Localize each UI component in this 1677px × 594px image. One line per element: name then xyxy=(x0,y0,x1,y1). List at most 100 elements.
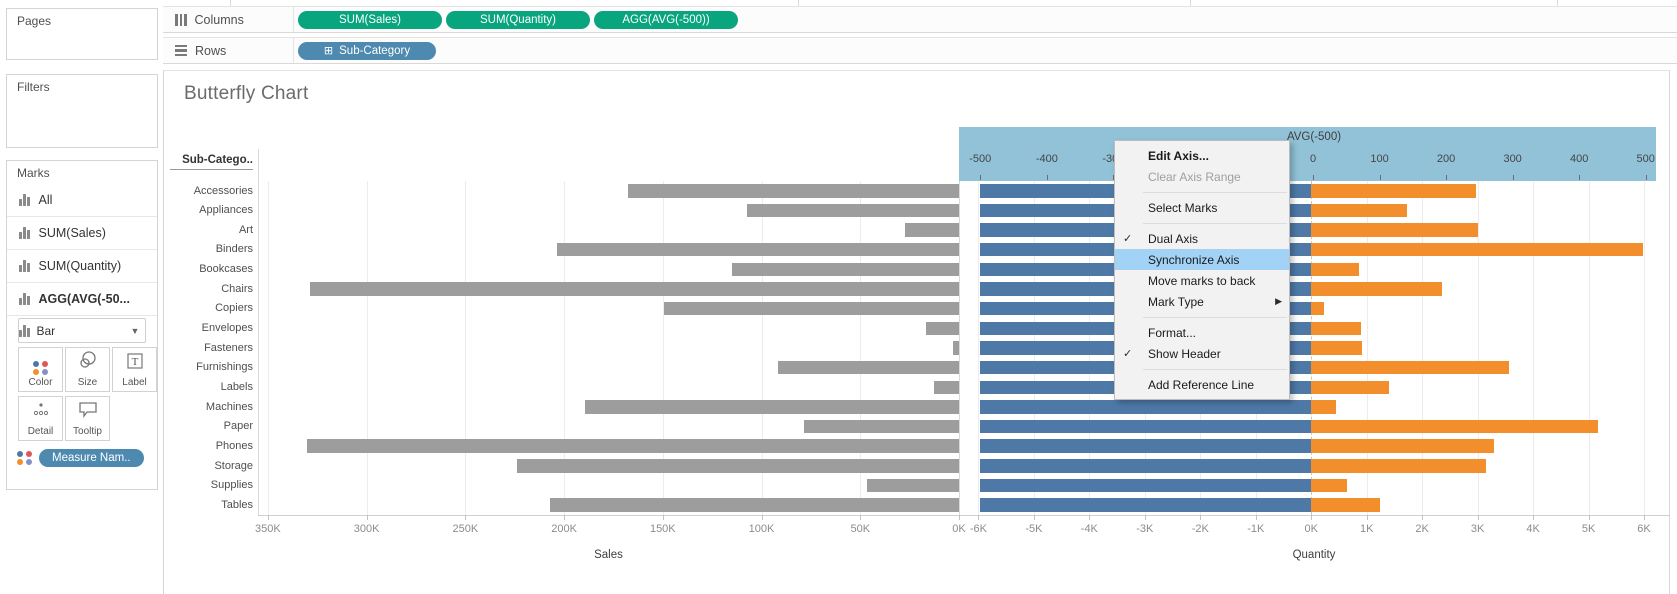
quantity-bar[interactable] xyxy=(1311,498,1381,512)
row-label[interactable]: Art xyxy=(238,223,253,236)
marks-card-tab[interactable]: AGG(AVG(-50... xyxy=(7,283,157,316)
top-sliver-divider xyxy=(230,0,231,6)
avg-axis-header[interactable]: AVG(-500)-500-400-300-200-10001002003004… xyxy=(959,127,1669,181)
gridline xyxy=(1477,181,1479,515)
row-label[interactable]: Furnishings xyxy=(196,361,253,374)
quantity-bar[interactable] xyxy=(1311,439,1494,453)
color-button[interactable]: Color xyxy=(18,347,63,392)
menu-item-synchronize-axis[interactable]: Synchronize Axis xyxy=(1115,249,1289,270)
column-pill[interactable]: SUM(Sales) xyxy=(298,10,442,29)
avg-bar[interactable] xyxy=(980,498,1313,512)
marks-card-tab[interactable]: SUM(Quantity) xyxy=(7,250,157,283)
quantity-bar[interactable] xyxy=(1311,380,1389,394)
menu-item-format[interactable]: Format... xyxy=(1115,322,1289,343)
svg-text:T: T xyxy=(131,356,138,368)
row-label[interactable]: Envelopes xyxy=(201,322,253,335)
axis-tick xyxy=(1089,515,1091,520)
axis-tick-label: 0K xyxy=(952,523,966,535)
sales-bar[interactable] xyxy=(905,223,959,237)
menu-item-edit-axis[interactable]: Edit Axis... xyxy=(1115,145,1289,166)
menu-item-add-reference-line[interactable]: Add Reference Line xyxy=(1115,374,1289,395)
row-label[interactable]: Storage xyxy=(214,459,253,472)
rows-shelf[interactable]: Rows ⊞ Sub-Category xyxy=(163,37,1677,64)
menu-item-select-marks[interactable]: Select Marks xyxy=(1115,197,1289,218)
columns-shelf[interactable]: Columns SUM(Sales) SUM(Quantity) AGG(AVG(-… xyxy=(163,6,1677,33)
sales-bar[interactable] xyxy=(663,301,959,316)
sales-bar[interactable] xyxy=(934,380,959,394)
quantity-bar[interactable] xyxy=(1311,360,1509,375)
sales-bar[interactable] xyxy=(953,341,959,355)
sales-bar[interactable] xyxy=(550,498,959,512)
label-button[interactable]: T Label xyxy=(112,347,157,392)
row-label[interactable]: Paper xyxy=(223,420,253,433)
sales-bar[interactable] xyxy=(732,262,959,277)
row-label[interactable]: Appliances xyxy=(199,204,253,217)
top-sliver-divider xyxy=(798,0,799,6)
filters-shelf[interactable]: Filters xyxy=(6,74,158,148)
sales-bar[interactable] xyxy=(926,321,959,336)
menu-item-dual-axis[interactable]: ✓ Dual Axis xyxy=(1115,228,1289,249)
detail-button[interactable]: Detail xyxy=(18,396,63,441)
quantity-bar[interactable] xyxy=(1311,459,1487,473)
sales-bar[interactable] xyxy=(777,360,959,375)
menu-item-show-header[interactable]: ✓ Show Header xyxy=(1115,343,1289,364)
row-label[interactable]: Chairs xyxy=(221,282,253,295)
sales-bar[interactable] xyxy=(866,478,959,493)
column-pill[interactable]: SUM(Quantity) xyxy=(446,10,590,29)
menu-item-mark-type[interactable]: Mark Type ▶ xyxy=(1115,291,1289,312)
mark-type-dropdown[interactable]: Bar ▼ xyxy=(18,318,146,343)
avg-bar[interactable] xyxy=(980,439,1313,453)
avg-bar[interactable] xyxy=(980,459,1313,473)
quantity-bar[interactable] xyxy=(1311,478,1348,493)
axis-tick xyxy=(1144,515,1146,520)
quantity-axis[interactable]: -6K -5K -4K -3K -2K -1K 0K 1K 2K 3K 4K 5K 6K Quantity xyxy=(959,515,1669,561)
tooltip-button[interactable]: Tooltip xyxy=(65,396,110,441)
sales-bar[interactable] xyxy=(517,459,959,473)
size-button[interactable]: Size xyxy=(65,347,110,392)
quantity-bar[interactable] xyxy=(1311,184,1477,198)
quantity-bar[interactable] xyxy=(1311,400,1336,414)
row-label[interactable]: Labels xyxy=(220,381,253,393)
row-label[interactable]: Fasteners xyxy=(204,341,253,354)
quantity-bar[interactable] xyxy=(1311,341,1362,355)
expand-icon[interactable]: ⊞ xyxy=(323,45,334,57)
marks-card-tab[interactable]: All xyxy=(7,184,157,217)
row-label[interactable]: Phones xyxy=(215,439,253,452)
marks-card-tab[interactable]: SUM(Sales) xyxy=(7,217,157,250)
row-label[interactable]: Tables xyxy=(221,498,253,511)
sales-bar[interactable] xyxy=(585,400,959,414)
sales-bar[interactable] xyxy=(804,419,959,434)
pages-shelf[interactable]: Pages xyxy=(6,8,158,60)
quantity-bar[interactable] xyxy=(1311,419,1599,434)
avg-bar[interactable] xyxy=(980,400,1313,414)
quantity-bar[interactable] xyxy=(1311,301,1325,316)
menu-item-move-marks-to-back[interactable]: Move marks to back xyxy=(1115,270,1289,291)
quantity-bar[interactable] xyxy=(1311,282,1442,296)
gridline xyxy=(564,181,566,515)
row-label[interactable]: Copiers xyxy=(215,302,253,315)
quantity-bar[interactable] xyxy=(1311,242,1643,257)
sales-bar[interactable] xyxy=(746,203,959,218)
row-label[interactable]: Bookcases xyxy=(199,263,253,276)
row-label[interactable]: Binders xyxy=(215,243,253,256)
sales-axis[interactable]: 350K 300K 250K 200K 150K 100K 50K 0K Sales xyxy=(255,515,966,561)
submenu-arrow-icon: ▶ xyxy=(1275,296,1282,306)
avg-bar[interactable] xyxy=(980,419,1313,434)
row-label[interactable]: Accessories xyxy=(193,184,253,197)
sales-bar[interactable] xyxy=(557,242,959,257)
row-label[interactable]: Supplies xyxy=(210,479,253,492)
sales-bar[interactable] xyxy=(628,184,959,198)
row-pill[interactable]: ⊞ Sub-Category xyxy=(298,41,436,60)
avg-bar[interactable] xyxy=(980,478,1313,493)
sales-bar[interactable] xyxy=(310,282,959,296)
row-header[interactable]: Sub-Catego.. xyxy=(170,154,253,170)
quantity-bar[interactable] xyxy=(1311,223,1478,237)
quantity-bar[interactable] xyxy=(1311,203,1408,218)
sales-bar[interactable] xyxy=(307,439,959,453)
quantity-bar[interactable] xyxy=(1311,321,1362,336)
row-label[interactable]: Machines xyxy=(205,400,253,413)
measure-names-pill[interactable]: Measure Nam.. xyxy=(39,449,144,467)
mark-button-label: Label xyxy=(122,377,147,388)
quantity-bar[interactable] xyxy=(1311,262,1360,277)
column-pill[interactable]: AGG(AVG(-500)) xyxy=(594,10,738,29)
